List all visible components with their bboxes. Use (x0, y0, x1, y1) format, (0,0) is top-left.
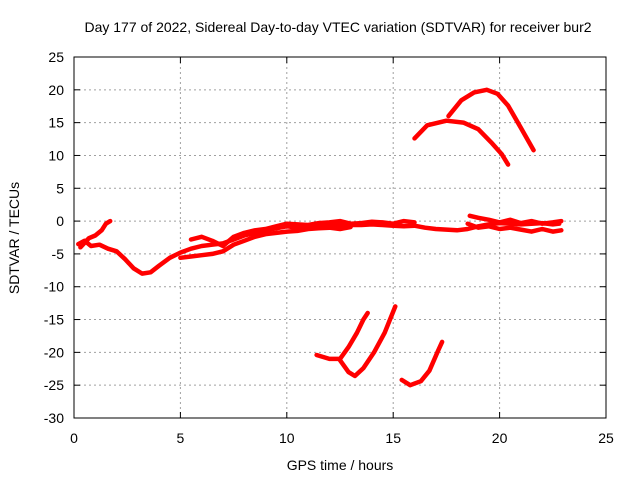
y-tick-label: -25 (44, 377, 64, 393)
series-neg-arc-3 (399, 339, 445, 388)
y-axis-label: SDTVAR / TECUs (6, 182, 22, 294)
x-tick-label: 0 (70, 430, 78, 446)
series-end-trace-high (467, 213, 564, 226)
series-arc-lower (412, 118, 511, 167)
series-neg-arc-1 (314, 310, 370, 362)
y-tick-label: -10 (44, 279, 64, 295)
x-tick-label: 15 (385, 430, 401, 446)
series-arc-upper (446, 87, 536, 153)
series-end-trace-low (465, 221, 564, 234)
y-tick-label: 10 (48, 147, 64, 163)
x-axis-label: GPS time / hours (287, 457, 394, 473)
y-tick-label: -15 (44, 312, 64, 328)
y-tick-label: -20 (44, 344, 64, 360)
y-tick-label: 20 (48, 82, 64, 98)
x-tick-label: 20 (492, 430, 508, 446)
y-tick-label: 5 (56, 180, 64, 196)
x-tick-label: 25 (598, 430, 614, 446)
y-tick-label: 0 (56, 213, 64, 229)
plot-frame (73, 56, 607, 419)
y-tick-label: 25 (48, 49, 64, 65)
y-tick-label: 15 (48, 115, 64, 131)
y-tick-label: -5 (52, 246, 65, 262)
series-main-trace (76, 220, 562, 276)
series-neg-arc-2 (337, 304, 398, 379)
data-traces (76, 87, 564, 388)
axis-ticks: 0 5 10 15 20 25 25 20 15 10 5 0 -5 -10 -15 -20 -25 -30 (44, 49, 614, 446)
x-tick-label: 5 (177, 430, 185, 446)
x-tick-label: 10 (279, 430, 295, 446)
series-main-trace-lower (178, 224, 353, 261)
series-main-trace-upper (188, 218, 417, 249)
series-start-spike (78, 218, 113, 250)
chart-title: Day 177 of 2022, Sidereal Day-to-day VTE… (84, 19, 591, 35)
y-tick-label: -30 (44, 410, 64, 426)
